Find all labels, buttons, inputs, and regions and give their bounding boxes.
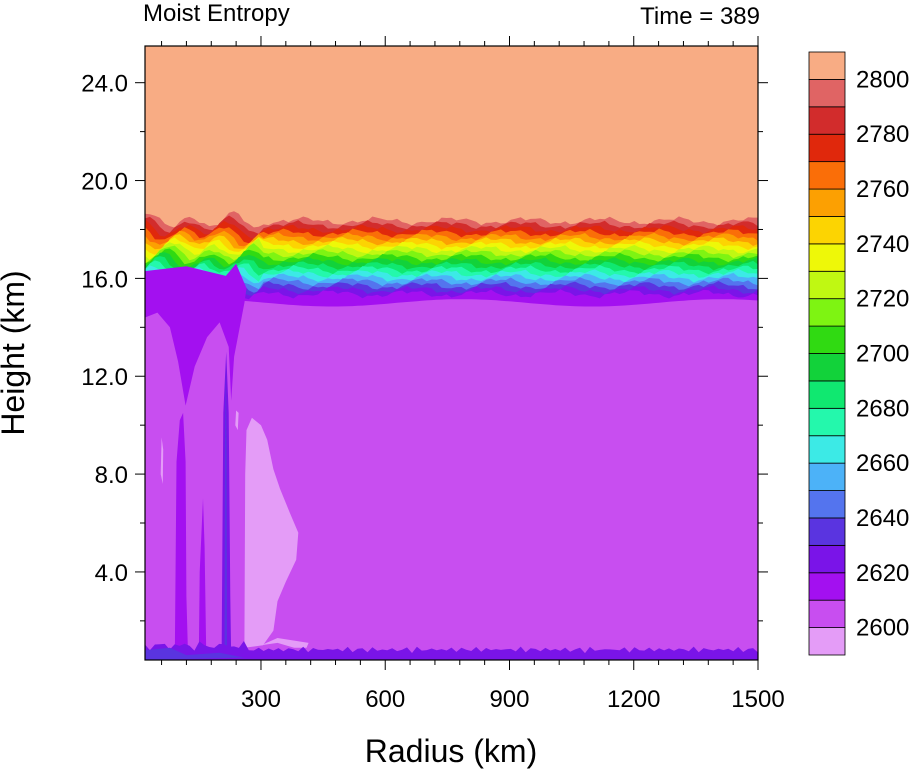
colorbar-box (808, 599, 846, 628)
colorbar-label: 2780 (856, 121, 909, 148)
eyewall-column (224, 364, 227, 658)
boundary-layer-core (145, 647, 245, 660)
low-entropy-region (160, 437, 164, 484)
eyewall-column (198, 498, 207, 658)
colorbar-box (808, 298, 846, 327)
colorbar-box (808, 270, 846, 300)
colorbar-box (808, 407, 846, 437)
colorbar-label: 2620 (856, 560, 909, 587)
x-tick-label: 300 (241, 686, 281, 713)
axis-tick-labels: 300 600 900 1200 1500 4.0 8.0 12.0 16.0 20.0 24.0 (81, 71, 784, 713)
colorbar-box (808, 79, 846, 108)
chart-title-left: Moist Entropy (143, 0, 290, 27)
x-tick-label: 900 (489, 686, 529, 713)
x-tick-label: 600 (365, 686, 405, 713)
colorbar-label: 2600 (856, 615, 909, 642)
colorbar-box (808, 627, 846, 656)
colorbar-box (808, 380, 846, 409)
colorbar-label: 2800 (856, 66, 909, 93)
colorbar-box (808, 106, 846, 135)
colorbar-box (808, 544, 846, 574)
eyewall-plume (145, 263, 247, 406)
x-tick-label: 1500 (731, 686, 784, 713)
low-entropy-region (235, 410, 239, 431)
colorbar-box (808, 353, 846, 382)
colorbar: 2600 2620 2640 2660 2680 2700 2720 2740 2760 2780… (808, 51, 909, 656)
low-entropy-region (261, 638, 309, 648)
y-tick-label: 8.0 (95, 462, 128, 489)
colorbar-label: 2740 (856, 231, 909, 258)
colorbar-box (808, 51, 846, 80)
boundary-layer (145, 641, 758, 660)
colorbar-box (808, 490, 846, 519)
chart-title-right: Time = 389 (640, 3, 760, 30)
colorbar-label: 2640 (856, 505, 909, 532)
y-tick-label: 24.0 (81, 71, 128, 98)
colorbar-box (808, 572, 846, 601)
y-tick-label: 4.0 (95, 560, 128, 587)
colorbar-label: 2720 (856, 286, 909, 313)
colorbar-label: 2700 (856, 341, 909, 368)
colorbar-box (808, 216, 846, 245)
axis-ticks (135, 36, 768, 670)
colorbar-box (808, 188, 846, 217)
colorbar-label: 2760 (856, 176, 909, 203)
colorbar-box (808, 517, 846, 546)
contour-field (145, 46, 758, 660)
colorbar-box (808, 161, 846, 190)
contour-band (145, 299, 758, 660)
y-axis-label: Height (km) (0, 270, 31, 435)
colorbar-label: 2660 (856, 450, 909, 477)
x-tick-label: 1200 (607, 686, 660, 713)
eyewall-column (174, 412, 189, 658)
low-entropy-region (244, 417, 299, 648)
plot-frame (144, 45, 759, 661)
colorbar-box (808, 243, 846, 272)
x-axis-label: Radius (km) (365, 733, 537, 769)
colorbar-box (808, 462, 846, 491)
colorbar-box (808, 325, 846, 354)
y-tick-label: 16.0 (81, 266, 128, 293)
y-tick-label: 20.0 (81, 169, 128, 196)
colorbar-box (808, 435, 846, 464)
y-tick-label: 12.0 (81, 364, 128, 391)
colorbar-box (808, 133, 846, 163)
colorbar-label: 2680 (856, 395, 909, 422)
